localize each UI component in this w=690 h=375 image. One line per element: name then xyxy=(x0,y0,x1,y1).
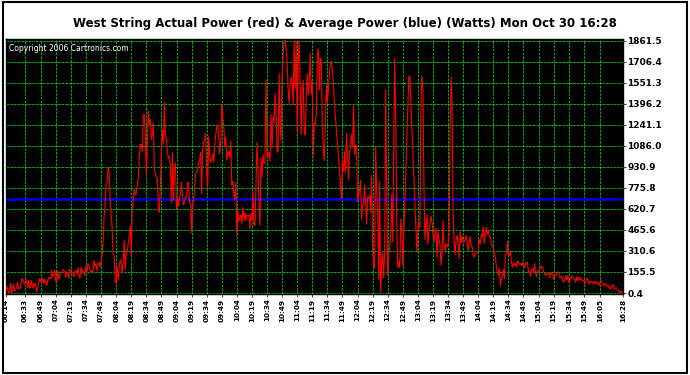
Text: Copyright 2006 Cartronics.com: Copyright 2006 Cartronics.com xyxy=(8,45,128,54)
Text: West String Actual Power (red) & Average Power (blue) (Watts) Mon Oct 30 16:28: West String Actual Power (red) & Average… xyxy=(73,17,617,30)
